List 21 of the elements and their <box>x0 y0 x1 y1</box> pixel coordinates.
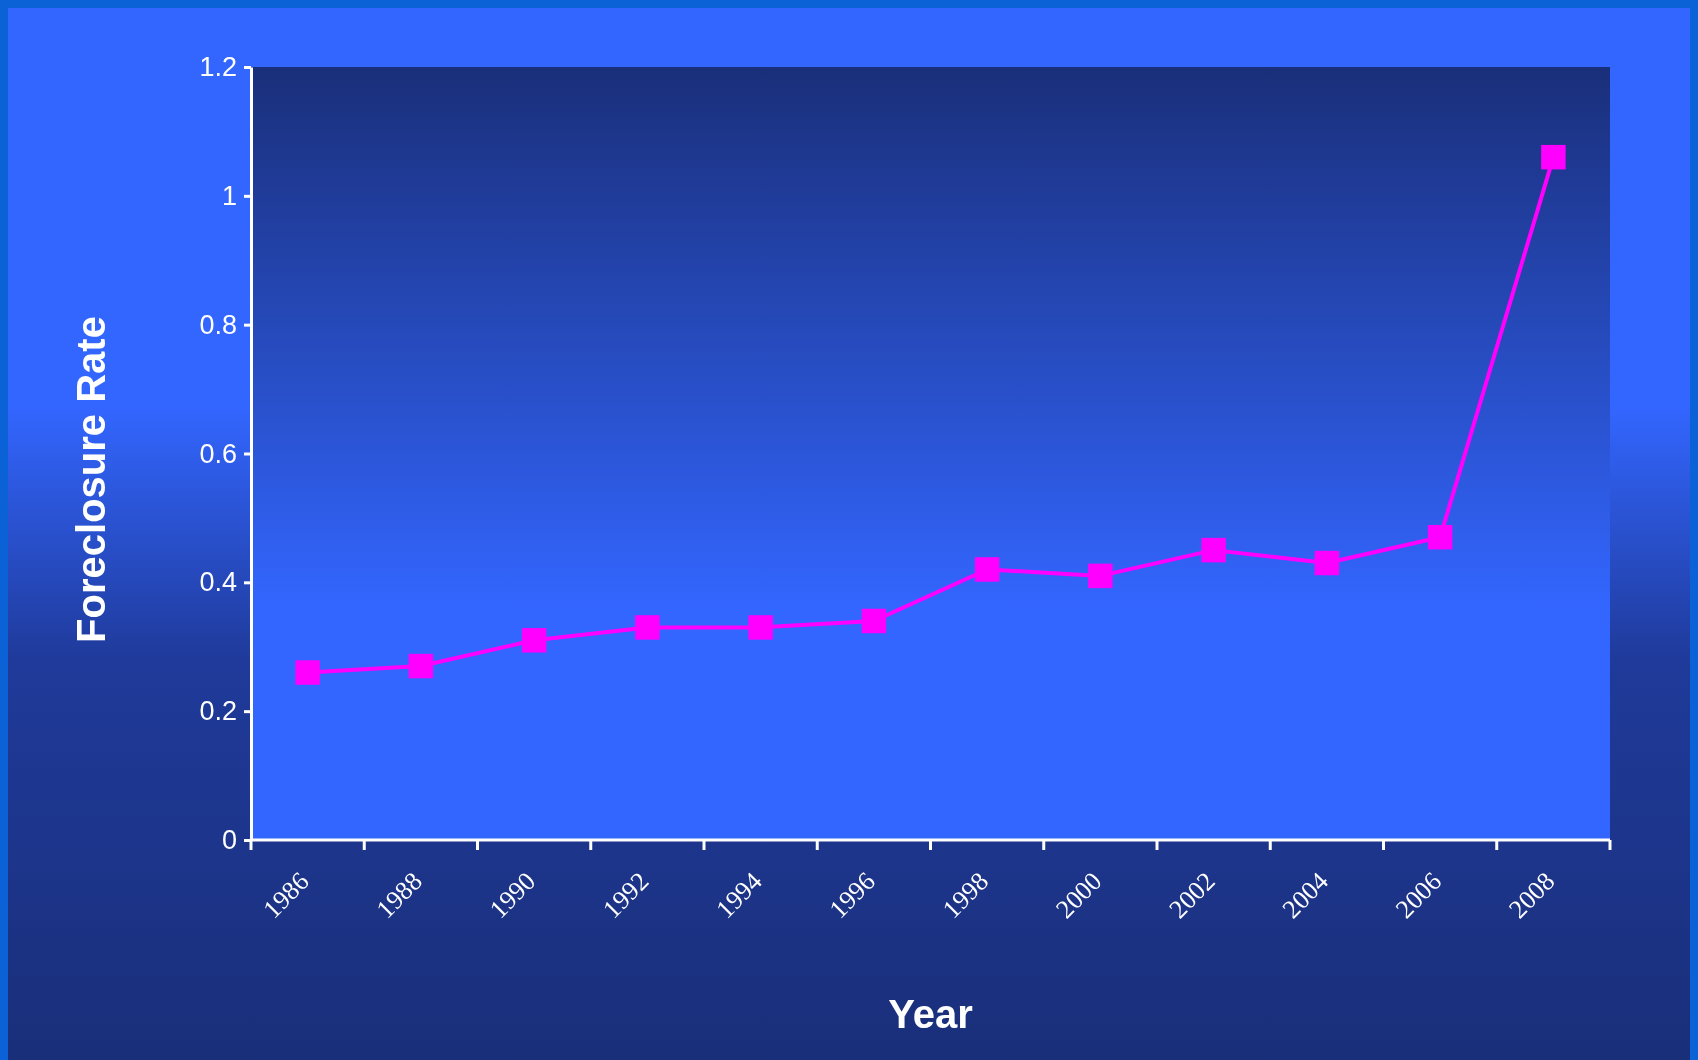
point <box>1201 537 1226 563</box>
y-tick-label: 0.2 <box>199 696 237 727</box>
point <box>521 628 547 653</box>
point <box>1541 144 1566 170</box>
point <box>295 660 320 685</box>
point <box>1427 524 1453 550</box>
y-tick-label: 1 <box>221 180 237 211</box>
y-axis-title: Foreclosure Rate <box>69 316 113 643</box>
point <box>1314 550 1340 576</box>
point <box>861 608 887 634</box>
point <box>635 615 660 640</box>
point <box>748 615 773 640</box>
point <box>408 653 434 679</box>
point <box>1088 563 1113 589</box>
y-tick-label: 1.2 <box>199 52 237 83</box>
y-tick-label: 0.6 <box>199 438 237 469</box>
x-axis-title: Year <box>888 992 973 1036</box>
y-tick-label: 0 <box>221 825 237 856</box>
point <box>974 557 1000 582</box>
y-tick-label: 0.4 <box>199 567 237 598</box>
y-tick-label: 0.8 <box>199 309 237 340</box>
